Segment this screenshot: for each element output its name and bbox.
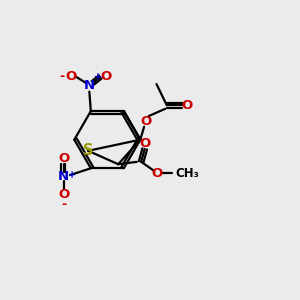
- Text: O: O: [65, 70, 77, 83]
- Text: O: O: [140, 115, 151, 128]
- Text: N: N: [84, 79, 95, 92]
- Text: N: N: [58, 170, 69, 183]
- Text: O: O: [152, 167, 163, 179]
- Text: +: +: [94, 72, 102, 82]
- Text: CH₃: CH₃: [175, 167, 199, 179]
- Text: +: +: [68, 170, 76, 180]
- Text: O: O: [58, 188, 69, 201]
- Text: S: S: [83, 143, 93, 158]
- Text: -: -: [60, 70, 65, 83]
- Text: O: O: [100, 70, 111, 83]
- Text: O: O: [139, 137, 150, 150]
- Text: O: O: [181, 99, 192, 112]
- Text: O: O: [58, 152, 69, 165]
- Text: -: -: [62, 198, 67, 211]
